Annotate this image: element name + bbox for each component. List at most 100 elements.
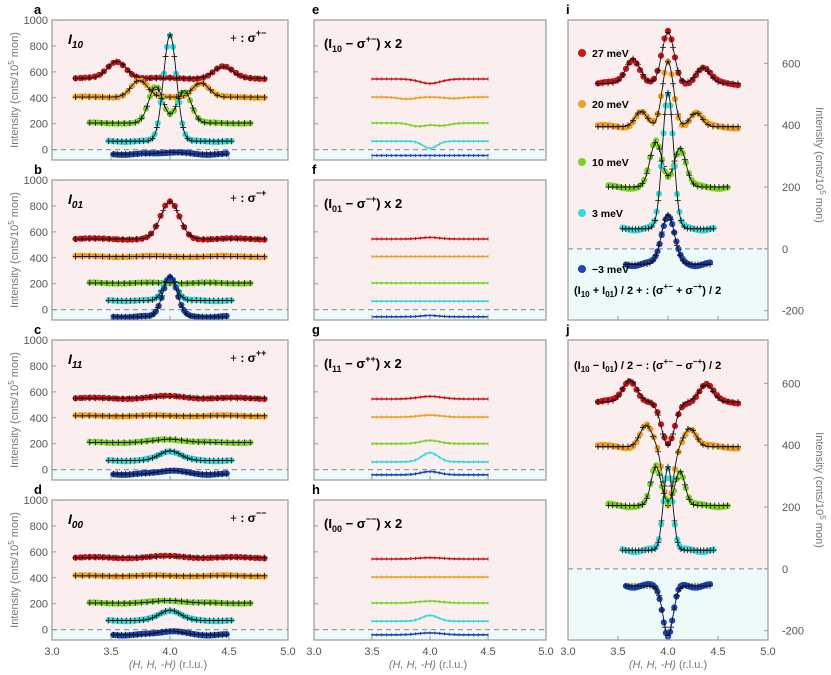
point-c-20meV [218,412,225,419]
plus-marker-c-27meV [126,395,133,402]
plus-marker-j-27meV [655,412,661,419]
legend-text-27: 27 meV [592,48,629,60]
xtick-label-h: 5.0 [538,646,553,658]
plus-marker-c-27meV [261,395,268,402]
plus-marker-j-20meV [645,423,651,430]
plus-marker-i-27meV [705,68,711,75]
point-c-27meV [81,394,89,401]
plus-marker-b-10meV [195,280,202,287]
plus-marker-a-20meV [214,92,221,99]
point-a-27meV [218,63,225,70]
plus-marker-c-20meV [247,412,254,419]
plus-marker-b-3meV [175,292,182,299]
point-b-27meV [86,235,93,242]
plus-marker-d-3meV [150,630,157,637]
plus-marker-b-27meV [173,207,180,214]
plus-marker-d-27meV [261,554,268,561]
plus-marker-b-20meV [119,253,126,260]
plus-marker-j-10meV [648,479,654,486]
xtick-label-j: 3.0 [560,646,575,658]
point-j-20meV [654,444,661,451]
point-b-27meV [81,235,89,242]
plus-marker-c-3meV [223,471,230,478]
point-b-20meV [86,252,93,259]
plus-marker-c-27meV [200,395,207,402]
plus-marker-i-27meV [610,79,616,86]
legend-marker-3 [578,209,586,217]
plus-marker-a-20meV [106,94,113,101]
plus-marker-a-20meV [126,85,133,92]
plus-marker-d-27meV [254,554,261,561]
plus-marker-a-10meV [247,120,254,127]
ytick-label-d: 1000 [24,495,48,507]
point-d-27meV [228,553,235,561]
plus-marker-i-27meV [715,78,721,85]
plus-marker-i-27meV [625,61,631,68]
panel-bg-j [568,340,768,569]
plus-marker-b-27meV [261,235,268,242]
plus-marker-d-20meV [200,572,207,579]
point-b-20meV [181,254,188,261]
plus-marker-d-3meV [146,630,153,637]
plus-marker-a-20meV [99,94,106,101]
plus-marker-i-3meV [662,216,668,223]
point-b-20meV [152,252,159,259]
plus-marker-j-10meV [677,468,684,475]
ytick-label-a: 400 [30,93,48,105]
plus-marker-i-20meV [695,110,701,117]
point-c-20meV [81,412,89,419]
plus-marker-j-27meV [665,442,671,449]
plus-marker-a-27meV [119,61,126,68]
plus-marker-i-10meV [652,139,659,146]
plus-marker-i-3meV [653,252,659,259]
plus-marker-c-10meV [230,439,237,446]
plus-marker-j-20meV [690,427,696,434]
panel-label-g: g [312,322,320,337]
data-layer [72,27,742,640]
point-d-20meV [115,573,122,580]
plus-marker-c-10meV [149,437,156,444]
ytick-label-a: 600 [30,67,48,79]
plus-marker-d-27meV [247,554,254,561]
plus-marker-c-3meV [142,470,149,477]
legend-i: 27 meV 20 meV 10 meV 3 meV −3 meV [578,48,629,276]
plus-marker-a-3meV [223,151,230,158]
point-j-27meV [689,397,696,404]
plus-marker-b-27meV [146,232,153,239]
plus-marker-b-3meV [154,304,161,311]
plus-marker-a-20meV [119,91,126,98]
plus-marker-c-27meV [173,393,180,400]
plus-marker-i-10meV [665,172,671,179]
plus-marker-i-20meV [645,115,651,122]
plus-marker-i-27meV [675,67,681,74]
plus-marker-c-27meV [180,393,187,400]
plus-marker-c-10meV [109,439,116,446]
plus-marker-b-10meV [218,280,225,287]
plus-marker-i-27meV [700,64,706,71]
plus-marker-c-20meV [86,412,93,419]
plus-marker-c-10meV [132,439,139,446]
plus-marker-j-3meV [665,463,671,470]
xtick-label-j: 3.5 [610,646,625,658]
plus-marker-d-27meV [133,554,140,561]
point-b-20meV [218,252,225,259]
plus-marker-j-27meV [625,378,631,385]
label-b: I01 [68,191,83,211]
plus-marker-c-20meV [119,412,126,419]
plus-marker-j-10meV [673,475,680,482]
plus-marker-b-3meV [187,313,194,320]
plus-marker-c-27meV [167,393,173,400]
plus-marker-d-10meV [121,600,128,607]
plus-marker-a-20meV [72,94,79,101]
plus-marker-c-10meV [86,439,93,446]
plus-marker-d-20meV [153,572,160,579]
plus-marker-d-27meV [113,554,120,561]
plus-marker-i-10meV [724,184,731,191]
panel-label-e: e [312,2,319,17]
point-d-20meV [256,573,263,580]
plus-marker-d-20meV [227,572,234,579]
plus-marker-b-27meV [180,222,187,229]
point-a-20meV [190,84,197,92]
plus-marker-a-20meV [200,80,207,87]
plus-marker-b-27meV [234,235,241,242]
